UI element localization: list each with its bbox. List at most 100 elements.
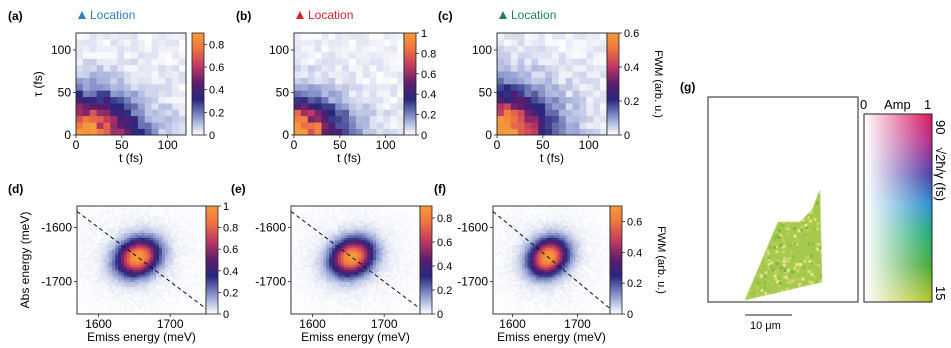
heatmap-cell [572, 64, 580, 72]
spectrum-cell [326, 309, 330, 312]
spectrum-cell [340, 306, 345, 310]
spectrum-cell [109, 282, 113, 285]
spectrum-cell [376, 225, 380, 229]
spectrum-cell [564, 213, 568, 217]
spectrum-cell [132, 215, 136, 219]
spectrum-cell [103, 255, 107, 258]
spectrum-cell [349, 291, 353, 295]
spectrum-cell [182, 289, 186, 293]
spectrum-cell [346, 269, 350, 273]
spectrum-cell [118, 294, 122, 298]
spectrum-cell [97, 264, 101, 268]
spectrum-cell [147, 269, 151, 273]
spectrum-cell [109, 210, 113, 214]
x-axis-label: t (fs) [119, 151, 143, 165]
spectrum-cell [85, 262, 90, 266]
spectrum-cell [402, 264, 406, 268]
spectrum-cell [194, 213, 198, 217]
spectrum-cell [147, 274, 151, 278]
spectrum-cell [546, 210, 550, 214]
spectrum-cell [293, 279, 298, 283]
spectrum-cell [135, 250, 139, 253]
spectrum-cell [381, 264, 386, 268]
spectrum-cell [129, 225, 134, 229]
heatmap-cell [117, 90, 125, 98]
spectrum-cell [123, 309, 128, 312]
spectrum-cell [153, 274, 157, 278]
spectrum-cell [411, 291, 415, 295]
spectrum-cell [115, 235, 119, 239]
spectrum-cell [296, 250, 301, 253]
heatmap-cell [179, 33, 187, 40]
spectrum-cell [182, 291, 186, 295]
spectrum-cell [411, 289, 415, 293]
heatmap-cell [572, 96, 580, 104]
spectrum-cell [191, 294, 195, 298]
spectrum-cell [106, 225, 110, 229]
spectrum-cell [156, 306, 160, 310]
heatmap-cell [89, 122, 97, 129]
spectrum-cell [337, 306, 342, 310]
spectrum-cell [291, 299, 295, 303]
spectrum-cell [399, 235, 403, 239]
spectrum-cell [97, 230, 101, 234]
heatmap-cell [579, 109, 587, 117]
spectrum-cell [291, 311, 295, 315]
spectrum-cell [293, 250, 298, 253]
spectrum-cell [384, 287, 389, 290]
spectrum-cell [387, 230, 391, 234]
heatmap-cell [328, 58, 336, 66]
spectrum-cell [118, 311, 122, 315]
spectrum-cell [79, 235, 84, 239]
spectrum-cell [393, 255, 397, 258]
spectrum-cell [370, 264, 374, 268]
spectrum-cell [329, 223, 333, 226]
heatmap-cell [137, 115, 146, 123]
spectrum-cell [575, 210, 579, 214]
spectrum-cell [340, 272, 345, 276]
spectrum-cell [387, 255, 391, 258]
spectrum-cell [393, 237, 397, 241]
heatmap-cell [307, 33, 315, 40]
spectrum-cell [329, 242, 333, 246]
spectrum-cell [599, 206, 603, 209]
spectrum-cell [159, 274, 163, 278]
heatmap-cell [545, 115, 553, 123]
spectrum-cell [329, 250, 333, 253]
spectrum-cell [384, 262, 389, 266]
spectrum-cell [329, 304, 333, 307]
spectrum-cell [103, 228, 107, 231]
spectrum-cell [120, 228, 125, 231]
spectrum-cell [414, 260, 418, 263]
spectrum-cell [349, 279, 353, 283]
spectrum-cell [79, 272, 84, 276]
spectrum-cell [361, 267, 365, 271]
spectrum-cell [150, 306, 154, 310]
spectrum-cell [302, 230, 306, 234]
spectrum-cell [147, 252, 151, 256]
spectrum-cell [153, 245, 157, 249]
spectrum-cell [358, 289, 362, 293]
spectrum-cell [317, 284, 321, 288]
spectrum-cell [109, 284, 113, 288]
spectrum-cell [355, 264, 359, 268]
spectrum-cell [203, 299, 207, 303]
spectrum-cell [156, 215, 160, 219]
spectrum-cell [384, 233, 389, 236]
spectrum-cell [150, 294, 154, 298]
heatmap-cell [82, 77, 91, 85]
spectrum-cell [373, 296, 377, 300]
spectrum-cell [387, 220, 391, 224]
heatmap-cell [89, 115, 97, 123]
spectrum-cell [194, 306, 198, 310]
spectrum-cell [583, 208, 587, 212]
heatmap-cell [103, 71, 111, 78]
spectrum-cell [291, 306, 295, 310]
spectrum-cell [349, 301, 353, 305]
spectrum-cell [100, 304, 104, 307]
spectrum-cell [405, 228, 409, 231]
spectrum-cell [120, 277, 125, 280]
spectrum-cell [144, 277, 148, 280]
spectrum-cell [352, 299, 356, 303]
spectrum-cell [141, 304, 145, 307]
